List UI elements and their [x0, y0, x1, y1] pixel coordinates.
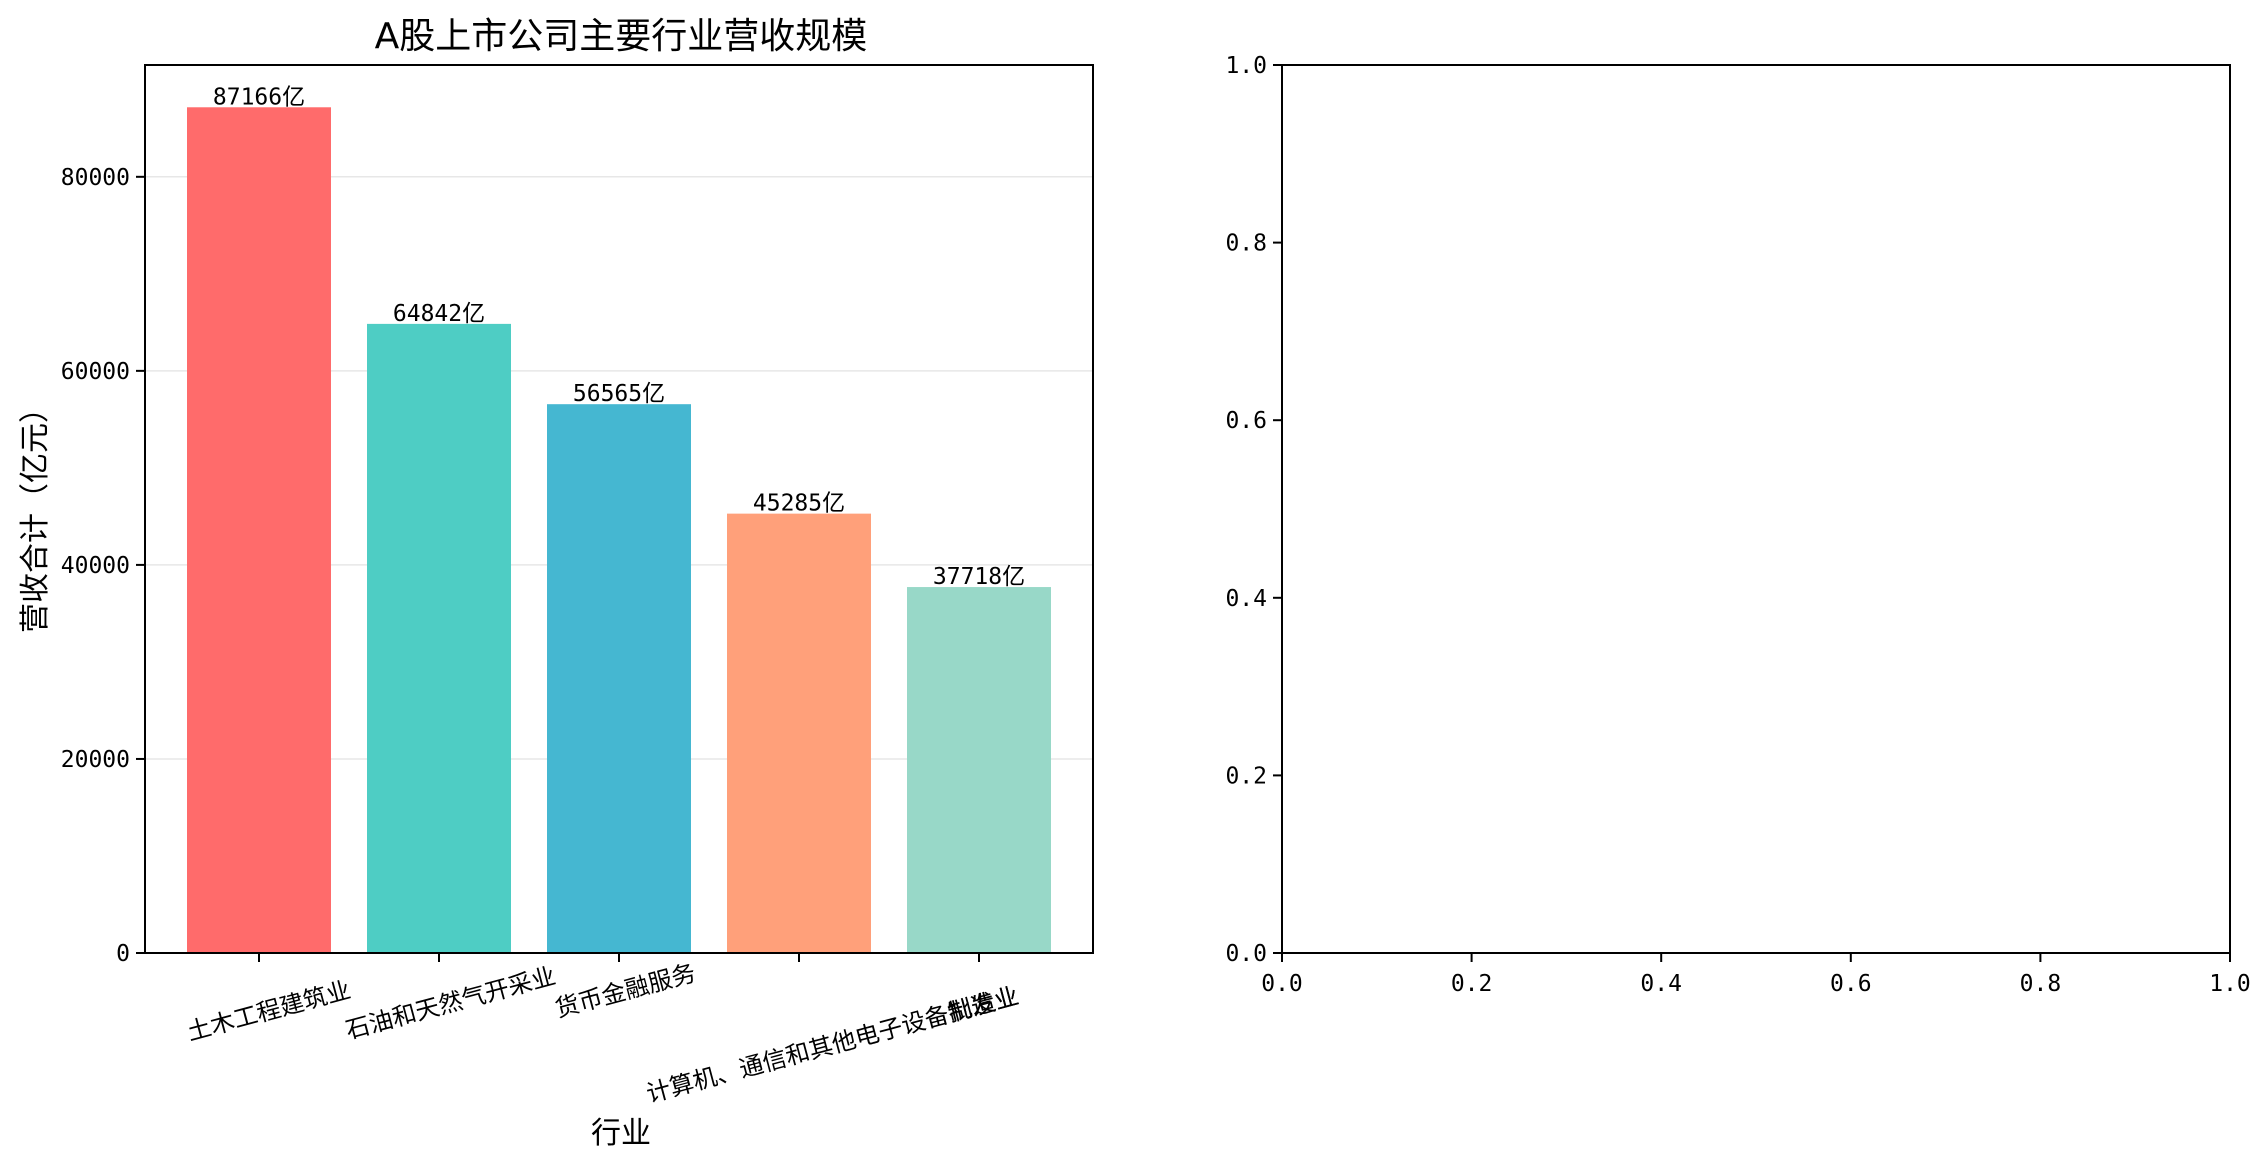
bar: [907, 587, 1051, 953]
bar: [727, 513, 871, 953]
x-axis-label: 行业: [591, 1116, 651, 1151]
x-tick-label: 1.0: [2209, 971, 2251, 997]
y-tick-label: 1.0: [1225, 53, 1267, 79]
x-tick-label: 批发业: [945, 982, 1022, 1028]
bar: [367, 323, 511, 953]
empty-x-axis-ticks: 0.0 0.2 0.4 0.6 0.8 1.0: [1261, 953, 2251, 997]
bar: [187, 107, 331, 953]
y-tick-label: 0: [116, 941, 130, 967]
data-label: 64842亿: [393, 301, 485, 327]
data-label: 37718亿: [933, 564, 1025, 590]
value-labels: 87166亿 64842亿 56565亿 45285亿 37718亿: [213, 84, 1025, 590]
y-tick-label: 0.8: [1225, 231, 1267, 257]
data-label: 87166亿: [213, 84, 305, 110]
y-tick-label: 0.4: [1225, 586, 1267, 612]
x-tick-label: 0.4: [1640, 971, 1682, 997]
y-tick-label: 40000: [61, 553, 130, 579]
bars: [187, 107, 1051, 953]
x-tick-label: 石油和天然气开采业: [343, 962, 559, 1045]
x-tick-label: 0.6: [1830, 971, 1872, 997]
chart-title: A股上市公司主要行业营收规模: [375, 16, 868, 57]
x-tick-label: 0.2: [1451, 971, 1493, 997]
empty-axes-panel: 0.0 0.2 0.4 0.6 0.8 1.0 0.0 0.2 0.4 0.6 0.8 1.0: [1225, 53, 2250, 997]
bar-chart-panel: 87166亿 64842亿 56565亿 45285亿 37718亿 0 20000 400…: [18, 16, 1094, 1151]
x-tick-label: 货币金融服务: [552, 959, 698, 1023]
y-axis-label: 营收合计（亿元）: [18, 393, 53, 633]
bar: [547, 404, 691, 953]
y-tick-label: 0.6: [1225, 408, 1267, 434]
x-tick-label: 土木工程建筑业: [184, 976, 354, 1047]
y-tick-label: 80000: [61, 165, 130, 191]
y-tick-label: 0.0: [1225, 941, 1267, 967]
empty-y-axis-ticks: 0.0 0.2 0.4 0.6 0.8 1.0: [1225, 53, 1282, 967]
x-tick-label: 0.0: [1261, 971, 1303, 997]
data-label: 45285亿: [753, 491, 845, 517]
x-tick-label: 0.8: [2020, 971, 2062, 997]
empty-plot-frame: [1281, 64, 2231, 954]
y-tick-label: 0.2: [1225, 763, 1267, 789]
data-label: 56565亿: [573, 381, 665, 407]
y-tick-label: 20000: [61, 747, 130, 773]
y-axis-ticks: 0 20000 40000 60000 80000: [61, 165, 145, 967]
x-axis-ticks: 土木工程建筑业石油和天然气开采业货币金融服务计算机、通信和其他电子设备制造业批发…: [184, 953, 1022, 1108]
y-tick-label: 60000: [61, 359, 130, 385]
